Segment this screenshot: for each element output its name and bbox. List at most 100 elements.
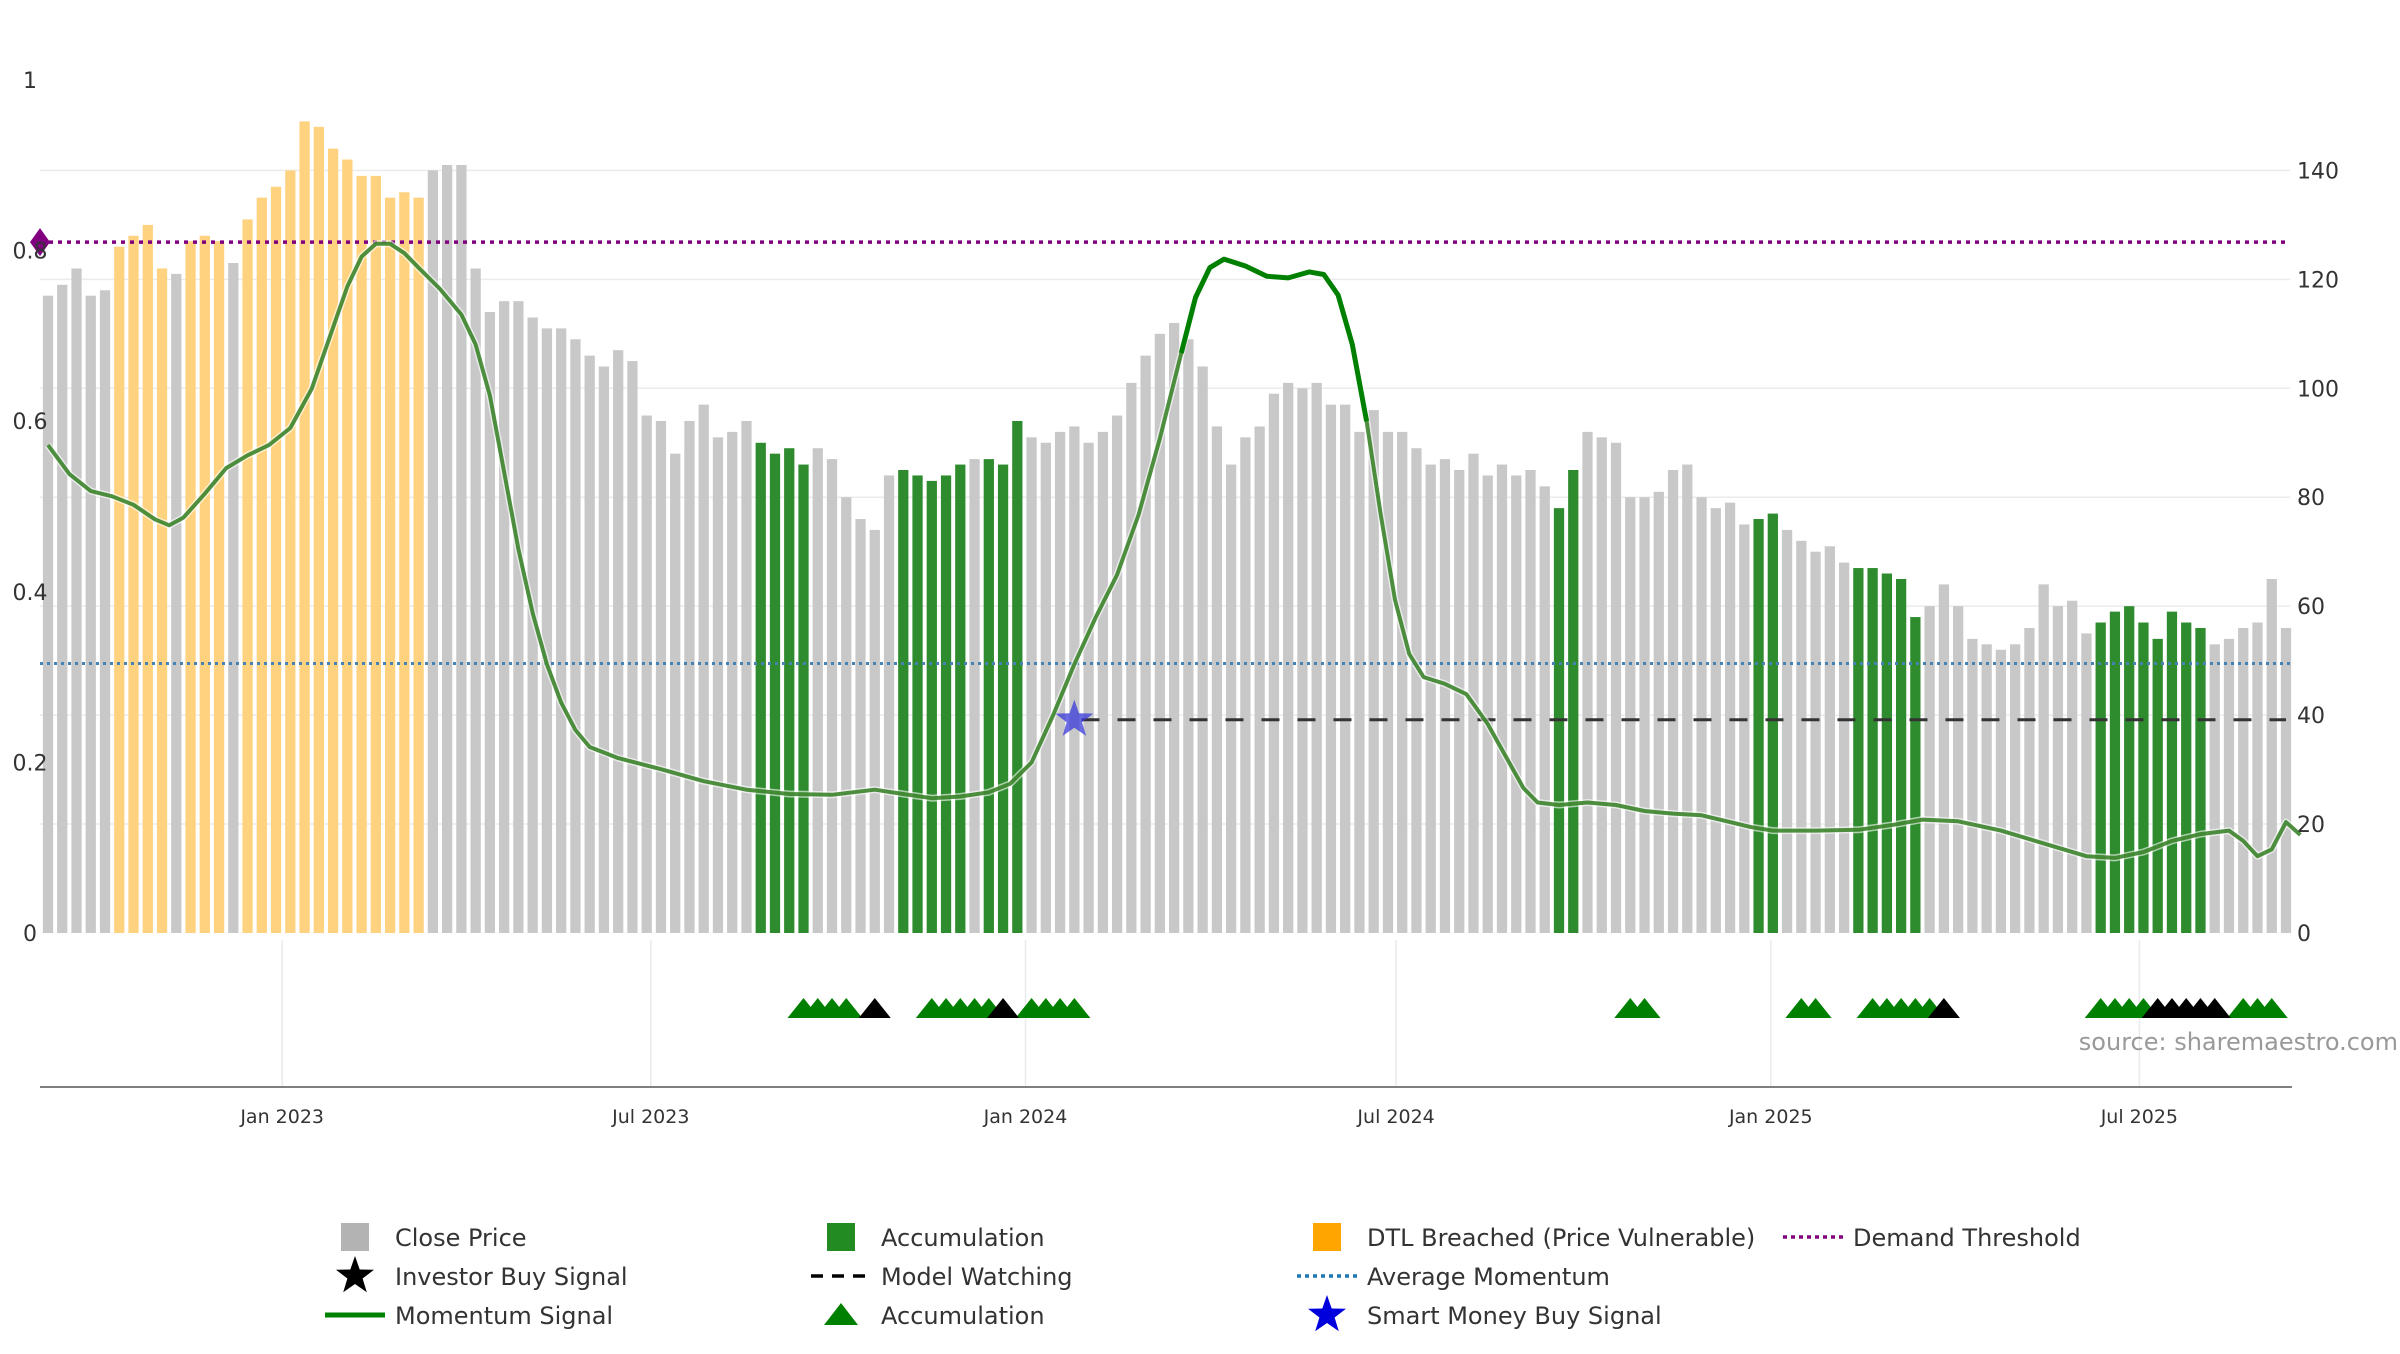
close-price-bar	[2067, 600, 2078, 933]
left-axis-tick-label: 0.2	[13, 751, 48, 776]
close-price-bar	[855, 519, 866, 933]
close-price-bar	[2238, 627, 2249, 933]
accumulation-bar	[1881, 573, 1892, 933]
close-price-bar	[1211, 426, 1223, 933]
accumulation-triangle	[2255, 998, 2288, 1018]
close-price-bar	[641, 415, 652, 933]
right-axis-tick-label: 100	[2297, 377, 2339, 402]
close-price-bar	[826, 459, 838, 933]
dtl-breached-bar	[199, 235, 210, 933]
close-price-bar	[969, 459, 980, 933]
close-price-bar	[570, 339, 581, 934]
close-price-bar	[456, 164, 467, 934]
accumulation-bar	[926, 480, 937, 933]
accumulation-triangle	[1058, 998, 1091, 1018]
close-price-bar	[1682, 464, 1693, 933]
close-price-bar	[42, 295, 54, 933]
legend-label: Smart Money Buy Signal	[1367, 1302, 1662, 1330]
close-price-bar	[1468, 453, 1479, 933]
close-price-bar	[1938, 584, 1950, 933]
accumulation-bar	[1895, 578, 1907, 933]
close-price-bar	[869, 529, 880, 933]
close-price-bar	[1511, 475, 1522, 933]
close-price-bar	[1953, 606, 1964, 933]
accumulation-bar	[2195, 627, 2206, 933]
close-price-bar	[1496, 464, 1508, 933]
accumulation-bar	[2124, 606, 2135, 933]
close-price-bar	[841, 497, 852, 933]
close-price-bar	[1724, 502, 1736, 933]
dtl-breached-bar	[128, 235, 139, 933]
close-price-bar	[741, 420, 752, 933]
close-price-bar	[1311, 382, 1322, 933]
close-price-bar	[670, 453, 681, 933]
x-axis-date-label: Jul 2024	[1356, 1106, 1434, 1128]
close-price-bar	[1154, 333, 1166, 933]
dtl-breached-bar	[399, 192, 410, 933]
close-price-bar	[1197, 366, 1208, 933]
close-price-bar	[727, 431, 738, 933]
close-price-bar	[1995, 649, 2007, 933]
axes-layer: 0 0.2 0.4 0.6 0.8 1 0 20 40 60 80 100 120 140 Jan 2023…	[13, 69, 2340, 1128]
close-price-bar	[1054, 431, 1066, 933]
close-price-bar	[2010, 644, 2021, 933]
accumulation-bar	[1767, 513, 1778, 933]
dtl-breached-bar	[156, 268, 168, 933]
close-price-bar	[2052, 606, 2064, 933]
close-price-bar	[1083, 442, 1094, 933]
investor-buy-triangle	[2198, 998, 2231, 1018]
right-axis-tick-label: 40	[2297, 704, 2325, 729]
close-price-bar	[499, 301, 510, 933]
close-price-bar	[613, 350, 624, 933]
close-price-bar	[2223, 638, 2235, 933]
left-axis-tick-label: 1	[23, 69, 37, 94]
close-price-bar	[556, 328, 567, 933]
close-price-bar	[1168, 322, 1180, 933]
legend-icon	[1313, 1223, 1341, 1251]
accumulation-bar	[1867, 568, 1878, 933]
accumulation-bar	[769, 453, 781, 933]
close-price-bar	[2209, 644, 2220, 933]
close-price-bar	[57, 284, 68, 934]
close-price-bar	[1026, 437, 1037, 933]
close-price-bar	[513, 301, 524, 933]
source-label: source: sharemaestro.com	[2079, 1028, 2398, 1056]
close-price-bar	[1283, 382, 1294, 933]
right-axis-tick-label: 140	[2297, 159, 2339, 184]
close-price-bar	[1810, 551, 1821, 933]
close-price-bar	[1183, 339, 1194, 934]
close-price-bar	[1397, 431, 1408, 933]
close-price-bar	[2280, 627, 2292, 933]
markers-layer	[787, 699, 2288, 1018]
close-price-bar	[883, 475, 895, 933]
left-axis-tick-label: 0	[23, 922, 37, 947]
close-price-bar	[2024, 627, 2035, 933]
close-price-bar	[1226, 464, 1237, 933]
right-axis-tick-label: 60	[2297, 595, 2325, 620]
legend-icon	[824, 1303, 858, 1325]
legend-icon	[336, 1256, 374, 1293]
close-price-bar	[484, 312, 496, 934]
accumulation-bar	[912, 475, 923, 933]
right-axis-tick-label: 120	[2297, 268, 2339, 293]
dtl-breached-bar	[185, 241, 196, 934]
legend-label: Average Momentum	[1367, 1263, 1610, 1291]
legend-label: Accumulation	[881, 1302, 1045, 1330]
dtl-breached-bar	[356, 175, 367, 933]
accumulation-triangle	[1628, 998, 1661, 1018]
close-price-bar	[1610, 442, 1622, 933]
close-price-bar	[1340, 404, 1351, 933]
close-price-bar	[684, 420, 695, 933]
accumulation-bar	[798, 464, 809, 933]
accumulation-triangle	[830, 998, 863, 1018]
legend-label: Accumulation	[881, 1224, 1045, 1252]
close-price-bar	[1425, 464, 1436, 933]
dtl-breached-bar	[313, 126, 324, 934]
close-price-bar	[1981, 644, 1992, 933]
dtl-breached-bar	[213, 241, 225, 934]
accumulation-bar	[2109, 611, 2121, 933]
dtl-breached-bar	[285, 170, 296, 934]
close-price-bar	[1967, 638, 1978, 933]
x-axis-date-label: Jan 2025	[1728, 1106, 1813, 1128]
